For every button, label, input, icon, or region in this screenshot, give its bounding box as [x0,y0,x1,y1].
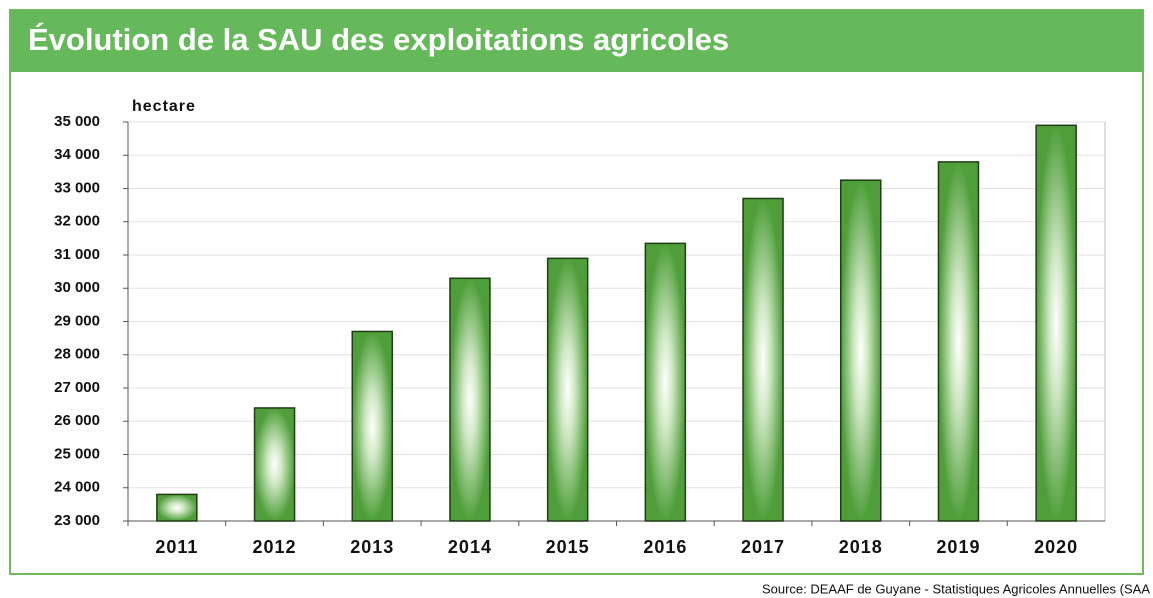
x-tick-label: 2020 [1034,537,1078,557]
bar [546,257,589,522]
bar [742,197,784,522]
x-tick-label: 2017 [741,537,785,557]
header-band [10,10,1143,72]
bar [937,161,980,522]
y-tick-label: 29 000 [54,312,100,329]
x-tick-label: 2011 [155,537,198,557]
y-tick-label: 34 000 [54,146,100,163]
source-note: Source: DEAAF de Guyane - Statistiques A… [762,581,1150,596]
x-tick-label: 2019 [936,537,980,557]
y-tick-label: 35 000 [54,113,100,130]
bar [156,493,198,522]
y-tick-label: 24 000 [54,479,100,496]
y-tick-label: 23 000 [54,512,100,529]
y-tick-label: 30 000 [54,279,100,296]
y-tick-label: 26 000 [54,412,100,429]
y-tick-label: 25 000 [54,445,100,462]
y-axis-label: hectare [132,98,196,115]
bar [351,330,393,522]
x-tick-label: 2013 [350,537,394,557]
bar [644,242,687,522]
x-tick-label: 2012 [253,537,297,557]
x-tick-label: 2016 [643,537,687,557]
y-tick-label: 27 000 [54,379,100,396]
x-tick-label: 2014 [448,537,492,557]
bar [253,407,296,522]
bar [840,179,882,522]
y-tick-label: 28 000 [54,346,100,363]
y-tick-label: 33 000 [54,179,100,196]
bar [449,277,491,522]
x-tick-label: 2018 [839,537,883,557]
y-tick-label: 31 000 [54,246,100,263]
chart-title: Évolution de la SAU des exploitations ag… [28,22,729,57]
y-tick-label: 32 000 [54,213,100,230]
bar [1035,124,1077,522]
x-tick-label: 2015 [546,537,590,557]
